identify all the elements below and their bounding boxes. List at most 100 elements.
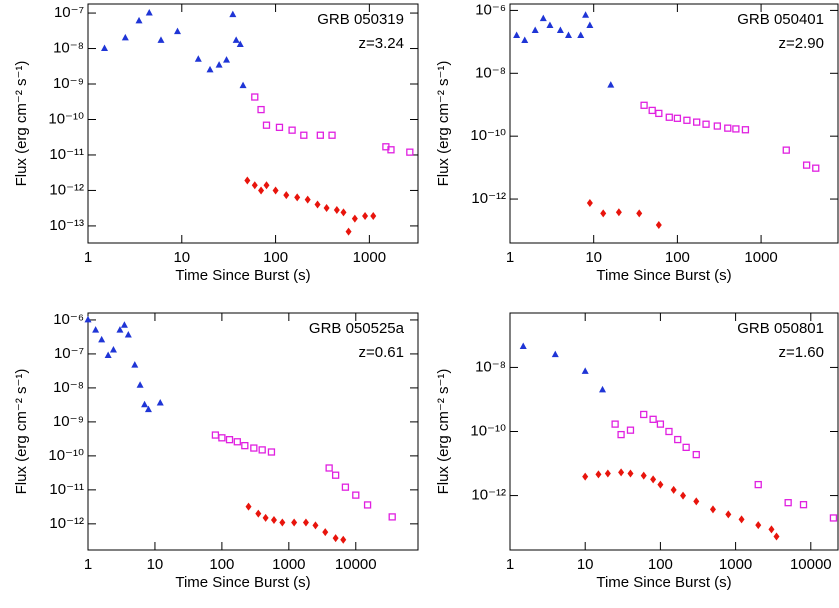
data-point — [325, 464, 333, 472]
data-point — [294, 193, 301, 202]
data-point — [135, 16, 143, 24]
x-tick-label: 1000 — [353, 249, 386, 266]
data-point — [741, 126, 750, 134]
y-tick-label: 10⁻¹⁰ — [48, 447, 84, 464]
data-point — [223, 56, 231, 63]
y-tick-label: 10⁻¹⁰ — [470, 127, 506, 144]
data-point — [673, 114, 682, 122]
y-tick-label: 10⁻¹¹ — [49, 481, 84, 498]
data-point — [258, 186, 265, 195]
data-point — [331, 471, 340, 479]
data-point — [218, 434, 226, 442]
data-point — [680, 491, 687, 500]
y-tick-label: 10⁻¹² — [49, 181, 84, 198]
annotation: GRB 050401 — [737, 11, 824, 28]
y-tick-label: 10⁻⁶ — [475, 1, 506, 18]
data-point — [340, 208, 347, 217]
data-point — [388, 513, 396, 521]
data-point — [101, 44, 109, 52]
data-point — [615, 208, 622, 217]
data-point — [636, 209, 643, 218]
data-point — [300, 131, 308, 139]
data-point — [255, 509, 262, 518]
data-point — [236, 40, 244, 47]
x-tick-label: 10000 — [790, 556, 832, 573]
data-point — [656, 420, 665, 428]
data-point — [304, 195, 311, 204]
data-point — [709, 505, 716, 514]
data-point — [233, 438, 241, 446]
panel: 1 10 100 1000 10000 10⁻⁶ 10⁻⁷ 10⁻⁸ 10⁻⁹ 10⁻¹⁰ 10⁻¹… — [13, 311, 419, 591]
data-point — [145, 9, 153, 16]
data-point — [194, 55, 202, 62]
x-tick-label: 10000 — [335, 556, 377, 573]
data-point — [251, 181, 258, 190]
data-point — [345, 227, 352, 236]
data-point — [640, 471, 647, 480]
annotation: z=3.24 — [359, 35, 404, 52]
data-point — [262, 121, 271, 129]
x-tick-label: 10 — [147, 556, 164, 573]
data-point — [521, 36, 529, 44]
y-tick-label: 10⁻¹² — [471, 190, 506, 207]
data-point — [262, 513, 269, 522]
data-point — [692, 450, 700, 459]
x-tick-label: 1 — [506, 249, 514, 266]
y-tick-label: 10⁻¹⁰ — [48, 110, 84, 127]
y-axis-label: Flux (erg cm⁻² s⁻¹) — [435, 61, 452, 187]
data-point — [683, 116, 691, 124]
data-point — [406, 148, 414, 156]
data-point — [799, 501, 808, 509]
annotation: GRB 050801 — [737, 320, 824, 337]
x-tick-label: 100 — [263, 249, 288, 266]
y-axis-label: Flux (erg cm⁻² s⁻¹) — [13, 61, 30, 187]
data-point — [655, 109, 663, 118]
data-point — [370, 212, 377, 221]
data-point — [302, 518, 309, 527]
data-point — [250, 444, 258, 452]
data-point — [655, 220, 662, 229]
panel: 1 10 100 1000 10⁻⁷ 10⁻⁸ 10⁻⁹ 10⁻¹⁰ 10⁻¹¹ 10⁻¹² 10⁻… — [13, 3, 419, 284]
x-tick-label: 100 — [648, 556, 673, 573]
data-point — [755, 521, 762, 530]
data-point — [782, 146, 790, 154]
y-tick-label: 10⁻⁸ — [475, 358, 506, 375]
data-point — [84, 315, 92, 323]
annotation: z=1.60 — [779, 344, 824, 361]
plot-frame — [87, 312, 419, 551]
data-point — [121, 33, 129, 41]
data-point — [595, 470, 602, 479]
data-point — [98, 335, 106, 343]
y-tick-label: 10⁻⁹ — [53, 75, 84, 92]
data-point — [215, 61, 223, 68]
data-point — [314, 200, 321, 209]
data-point — [582, 11, 590, 18]
data-point — [362, 212, 369, 221]
data-point — [229, 10, 237, 18]
data-point — [732, 125, 740, 133]
y-tick-label: 10⁻¹¹ — [49, 146, 84, 163]
data-point — [556, 26, 564, 33]
data-point — [611, 420, 619, 428]
data-point — [581, 367, 589, 374]
data-point — [702, 120, 710, 128]
data-point — [674, 435, 682, 444]
data-point — [564, 31, 572, 38]
y-tick-label: 10⁻⁷ — [54, 345, 84, 362]
x-tick-label: 1000 — [744, 249, 777, 266]
y-axis-label: Flux (erg cm⁻² s⁻¹) — [435, 369, 452, 495]
data-point — [586, 198, 593, 207]
data-point — [665, 427, 673, 436]
data-point — [802, 161, 811, 169]
data-point — [618, 468, 625, 477]
data-point — [251, 93, 259, 101]
data-point — [116, 326, 124, 333]
data-point — [551, 350, 559, 358]
data-point — [363, 501, 372, 509]
data-point — [267, 448, 276, 456]
data-point — [270, 515, 277, 524]
data-point — [607, 81, 615, 88]
data-point — [332, 534, 339, 543]
y-tick-label: 10⁻⁸ — [475, 64, 506, 81]
data-point — [341, 483, 350, 491]
